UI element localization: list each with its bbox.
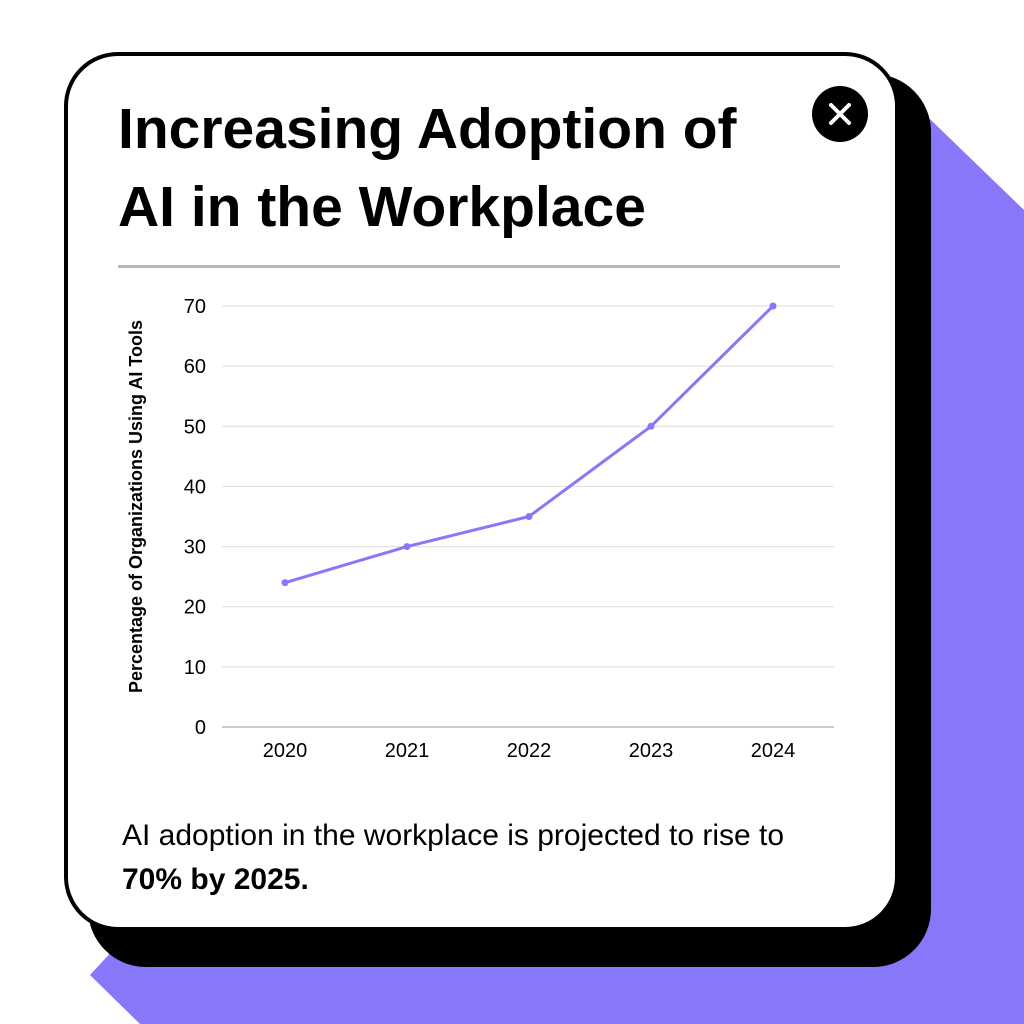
series-line (283, 304, 775, 585)
data-point (403, 543, 411, 551)
y-tick-label: 40 (184, 476, 206, 498)
data-point (525, 513, 533, 520)
data-point (281, 579, 289, 587)
y-tick-label: 50 (184, 416, 206, 438)
info-card: Increasing Adoption of AI in the Workpla… (64, 52, 899, 931)
data-point (769, 302, 777, 310)
y-tick-label: 0 (195, 717, 206, 739)
y-axis-label: Percentage of Organizations Using AI Too… (126, 320, 146, 693)
close-icon (829, 103, 851, 125)
caption-text: AI adoption in the workplace is projecte… (122, 819, 785, 852)
chart-caption: AI adoption in the workplace is projecte… (122, 814, 852, 902)
x-tick-label: 2024 (751, 740, 796, 762)
caption-highlight: 70% by 2025. (122, 863, 309, 896)
y-tick-label: 20 (184, 597, 206, 619)
title-divider (118, 265, 840, 268)
data-point (647, 422, 655, 430)
x-tick-label: 2023 (629, 740, 674, 762)
card-title: Increasing Adoption of AI in the Workpla… (118, 97, 737, 239)
line-chart: 0 10 20 30 40 50 60 70 2020 2021 2022 2023 2024 Perce… (126, 296, 834, 762)
x-tick-label: 2022 (507, 740, 552, 762)
y-tick-label: 10 (184, 657, 206, 679)
y-tick-label: 60 (184, 356, 206, 378)
x-tick-label: 2021 (385, 740, 430, 762)
y-tick-label: 30 (184, 537, 206, 559)
x-tick-label: 2020 (263, 740, 308, 762)
close-button[interactable] (812, 86, 868, 142)
y-tick-label: 70 (184, 296, 206, 318)
